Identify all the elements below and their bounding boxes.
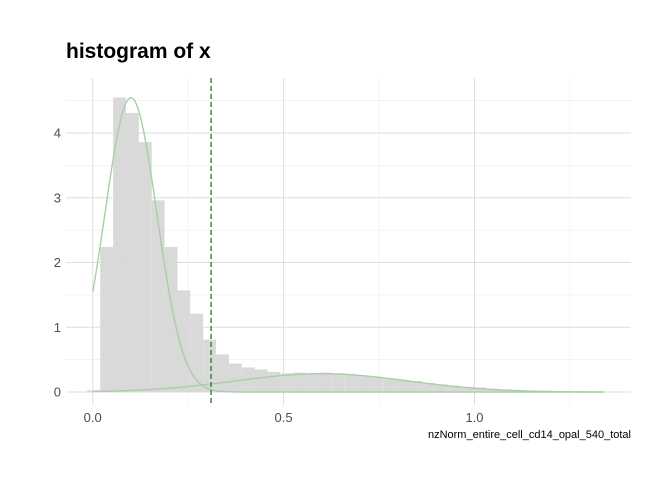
histogram-bar xyxy=(447,385,461,393)
histogram-bar xyxy=(293,372,307,393)
histogram-bar xyxy=(164,247,178,393)
histogram-bar xyxy=(486,388,500,393)
x-tick-label: 0.0 xyxy=(84,410,102,425)
histogram-bar xyxy=(331,373,345,393)
histogram-bar xyxy=(421,382,435,393)
histogram-bar xyxy=(383,379,397,393)
y-tick-label: 3 xyxy=(54,190,61,205)
histogram-bar xyxy=(190,313,204,393)
histogram-bar xyxy=(473,387,487,393)
density-curve xyxy=(92,372,605,393)
histogram-bar xyxy=(254,369,268,393)
histogram-bar xyxy=(344,374,358,393)
histogram-bar xyxy=(318,372,332,393)
histogram-bar xyxy=(177,290,191,393)
chart-title: histogram of x xyxy=(66,40,211,63)
histogram-bar xyxy=(280,373,294,393)
histogram-bar xyxy=(100,247,114,393)
histogram-bar xyxy=(113,97,126,393)
histogram-bar xyxy=(306,373,319,393)
histogram-bar xyxy=(151,200,165,393)
histogram-bar xyxy=(370,377,384,393)
histogram-bar xyxy=(460,386,474,393)
x-tick-label: 1.0 xyxy=(465,410,483,425)
y-axis-ticks: 0 1 2 3 4 xyxy=(54,126,61,400)
histogram-bar xyxy=(409,381,422,393)
histogram-bar xyxy=(138,142,152,393)
y-tick-label: 2 xyxy=(54,255,61,270)
y-tick-label: 4 xyxy=(54,126,61,141)
x-tick-label: 0.5 xyxy=(275,410,293,425)
y-tick-label: 1 xyxy=(54,320,61,335)
histogram-bar xyxy=(203,339,217,393)
x-axis-ticks: 0.0 0.5 1.0 xyxy=(84,410,484,425)
x-axis-label: nzNorm_entire_cell_cd14_opal_540_total xyxy=(428,429,631,441)
density-curves xyxy=(92,97,605,393)
histogram-bar xyxy=(216,354,229,393)
histogram-bar xyxy=(357,375,371,393)
histogram-bar xyxy=(228,363,242,393)
y-tick-label: 0 xyxy=(54,385,61,400)
histogram-bar xyxy=(125,112,139,393)
histogram-bar xyxy=(434,384,448,393)
histogram-bar xyxy=(267,371,281,393)
histogram-bar xyxy=(396,379,410,393)
histogram-bars xyxy=(87,97,602,393)
density-curve xyxy=(92,97,605,393)
